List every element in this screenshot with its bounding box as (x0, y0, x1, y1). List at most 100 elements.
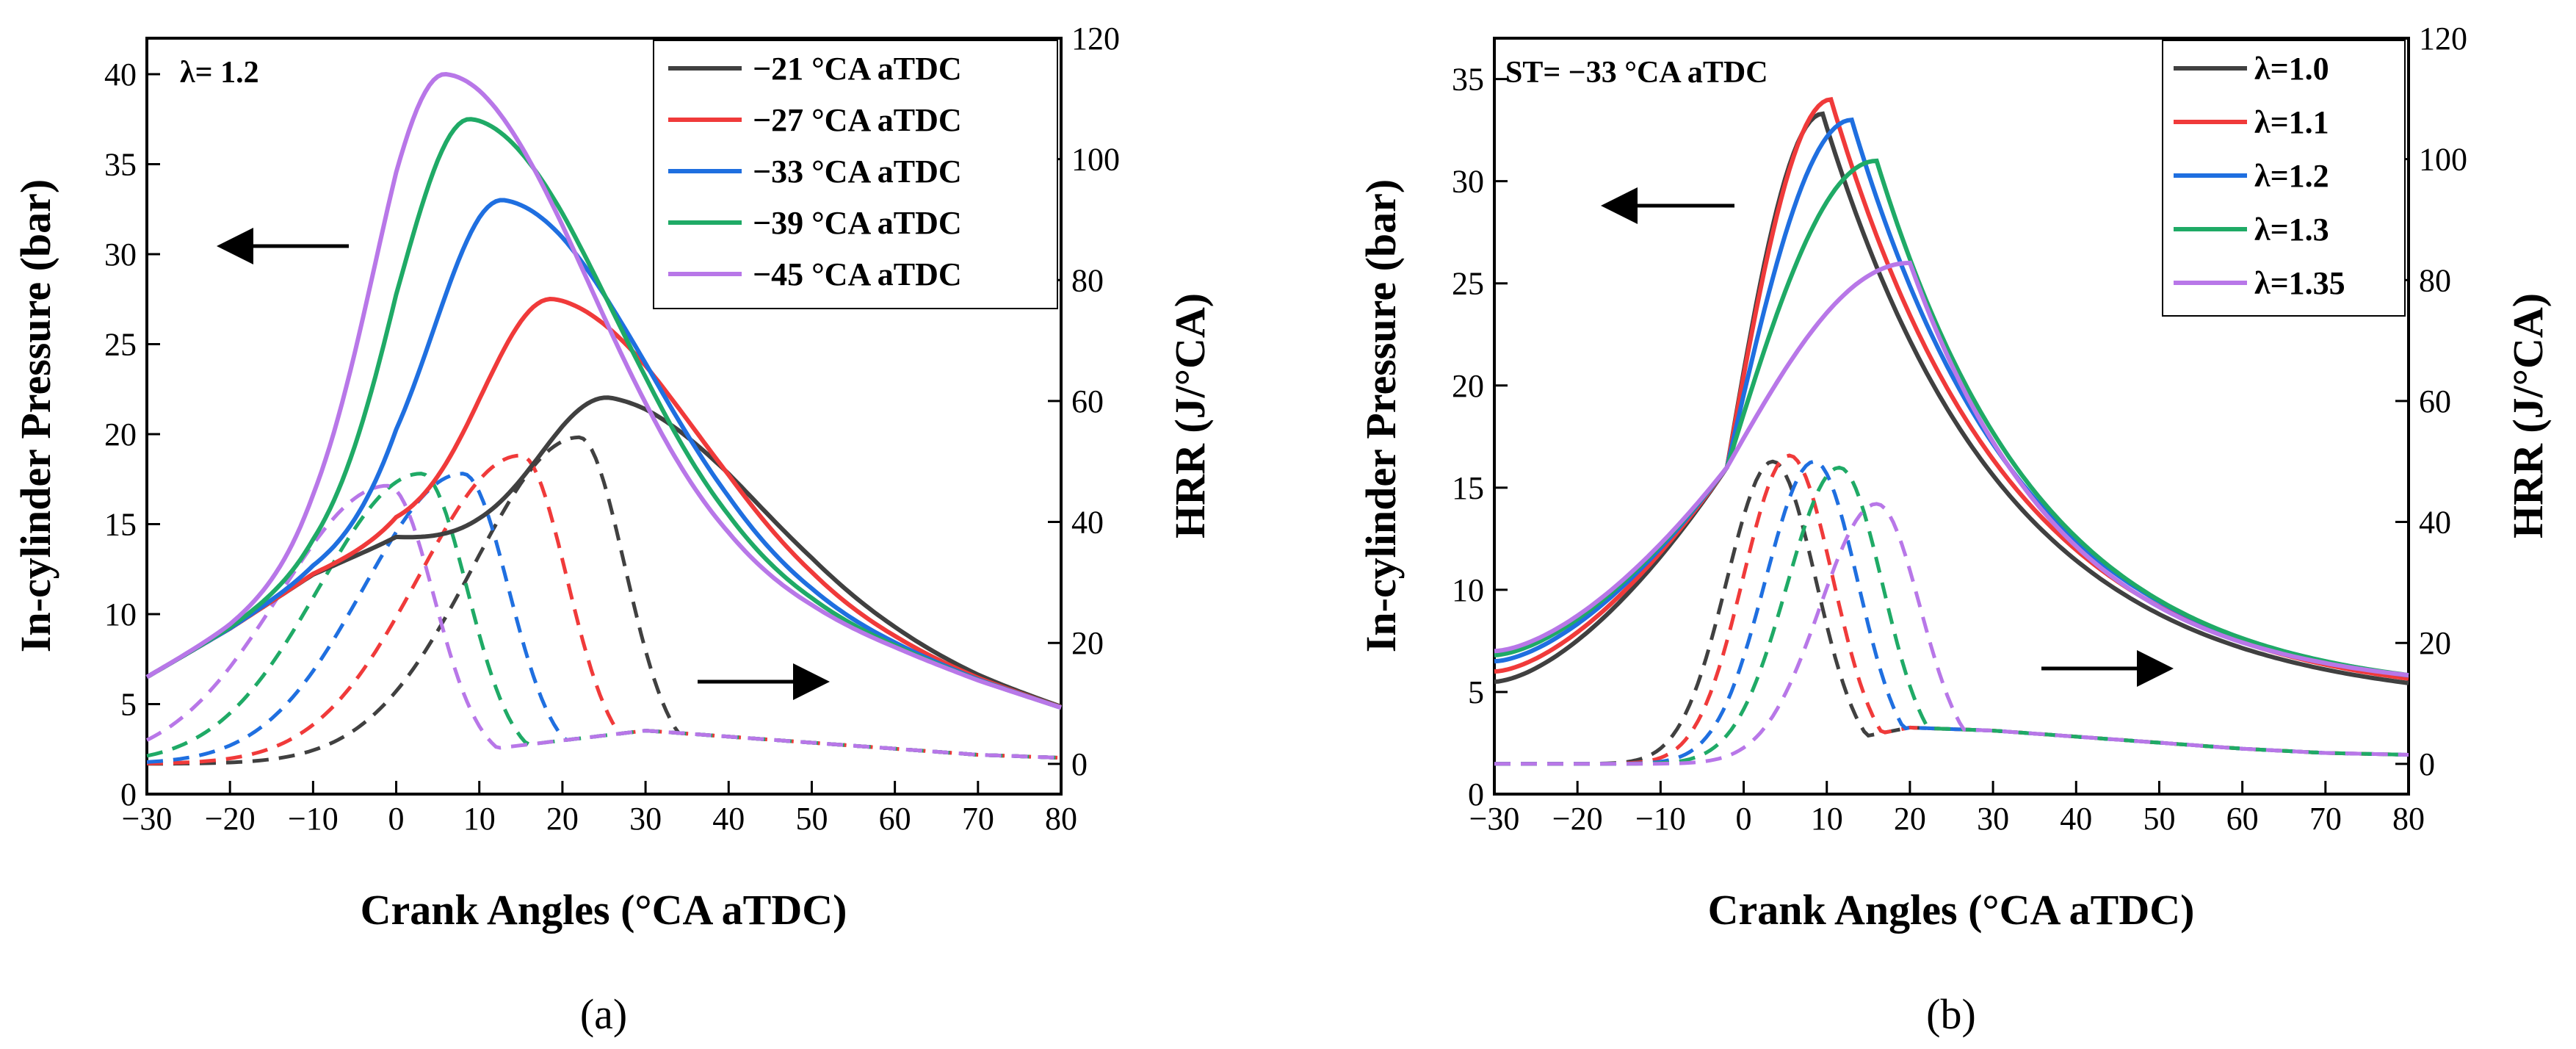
hrr-line (1494, 459, 2409, 766)
x-tick-label: 10 (463, 801, 496, 837)
hrr-line (1494, 453, 2409, 766)
panel-b-st-annotation: ST= −33 °CA aTDC (1505, 56, 1768, 90)
pressure-line (145, 296, 1062, 710)
y-right-tick-label: 20 (2419, 625, 2451, 661)
panel-a-legend: −21 °CA aTDC −27 °CA aTDC −33 °CA aTDC −39 … (653, 40, 1058, 309)
x-tick-label: 40 (2060, 801, 2092, 837)
x-tick-label: 50 (795, 801, 828, 837)
x-tick-label: 80 (2392, 801, 2425, 837)
panel-b-x-ticks: −30 −20 −10 0 10 20 30 40 50 60 70 80 (1469, 781, 2425, 837)
x-tick-label: 80 (1045, 801, 1077, 837)
legend-entry-label: λ=1.3 (2254, 212, 2329, 248)
panel-a-legend-box (653, 40, 1058, 309)
y-left-tick-label: 20 (1452, 368, 1484, 404)
hrr-line (147, 435, 1062, 766)
panel-a-pressure-series (145, 71, 1062, 710)
y-right-tick-label: 100 (2419, 142, 2467, 178)
hrr-line (1494, 502, 2409, 766)
legend-entry-label: λ=1.2 (2254, 158, 2329, 194)
hrr-line (1494, 465, 2409, 766)
panel-a-x-axis-title: Crank Angles (°CA aTDC) (361, 886, 847, 934)
y-left-tick-label: 25 (104, 327, 137, 363)
hrr-line (146, 453, 1062, 765)
hrr-line (145, 483, 1062, 760)
x-tick-label: 70 (2309, 801, 2342, 837)
x-tick-label: 30 (1977, 801, 2009, 837)
x-tick-label: 30 (629, 801, 662, 837)
y-left-tick-label: 35 (104, 147, 137, 183)
y-left-tick-label: 40 (104, 57, 137, 93)
x-tick-label: 20 (1894, 801, 1926, 837)
panel-a-y-left-ticks: 0 5 10 15 20 25 30 35 40 (104, 57, 160, 812)
y-left-tick-label: 15 (1452, 470, 1484, 506)
legend-entry-label: λ=1.0 (2254, 51, 2329, 87)
pressure-line (145, 71, 1062, 710)
y-left-tick-label: 35 (1452, 62, 1484, 98)
panel-a-frame (145, 37, 1063, 796)
panel-a-lambda-annotation: λ= 1.2 (180, 56, 259, 90)
y-left-tick-label: 10 (1452, 572, 1484, 608)
panel-a-label: (a) (580, 990, 627, 1038)
panel-b-legend: λ=1.0 λ=1.1 λ=1.2 λ=1.3 λ=1.35 (2162, 40, 2406, 317)
y-left-tick-label: 25 (1452, 266, 1484, 302)
y-left-tick-label: 20 (104, 417, 137, 453)
x-tick-label: 60 (879, 801, 911, 837)
panel-b-pressure-series (1494, 96, 2409, 685)
panel-a-hrr-series (145, 435, 1062, 766)
y-right-tick-label: 40 (1071, 505, 1104, 541)
x-tick-label: −20 (205, 801, 256, 837)
legend-entry-label: −39 °CA aTDC (753, 205, 962, 241)
panel-b: −30 −20 −10 0 10 20 30 40 50 60 70 80 0 5 10 15 20 25 30 3… (1357, 21, 2552, 1038)
y-right-tick-label: 100 (1071, 142, 1120, 178)
y-left-tick-label: 5 (1468, 674, 1484, 710)
y-right-tick-label: 0 (1071, 746, 1088, 782)
panel-a-y-right-title: HRR (J/°CA) (1166, 293, 1214, 538)
y-left-tick-label: 30 (104, 237, 137, 273)
y-left-tick-label: 10 (104, 596, 137, 632)
x-tick-label: 40 (712, 801, 745, 837)
x-tick-label: −30 (1469, 801, 1520, 837)
panel-b-frame (1493, 37, 2410, 796)
y-left-tick-label: 0 (120, 776, 137, 812)
panel-b-legend-box (2162, 40, 2406, 317)
y-right-tick-label: 80 (1071, 262, 1104, 298)
y-right-tick-label: 80 (2419, 262, 2451, 298)
panel-a-y-left-title: In-cylinder Pressure (bar) (12, 179, 59, 652)
pressure-line (1494, 111, 2409, 685)
legend-entry-label: λ=1.1 (2254, 104, 2329, 140)
x-tick-label: −10 (1635, 801, 1686, 837)
x-tick-label: 20 (546, 801, 579, 837)
x-tick-label: 0 (1736, 801, 1752, 837)
x-tick-label: −20 (1552, 801, 1603, 837)
x-tick-label: 50 (2143, 801, 2175, 837)
pressure-line (1494, 260, 2409, 678)
x-tick-label: −10 (288, 801, 339, 837)
y-right-tick-label: 60 (2419, 383, 2451, 419)
hrr-line (146, 472, 1062, 760)
y-left-tick-label: 0 (1468, 776, 1484, 812)
x-tick-label: −30 (122, 801, 173, 837)
panel-b-plot-area (1493, 37, 2410, 796)
legend-entry-label: −45 °CA aTDC (753, 256, 962, 292)
panel-b-label: (b) (1926, 990, 1976, 1038)
legend-entry-label: −21 °CA aTDC (753, 51, 962, 87)
y-right-tick-label: 0 (2419, 746, 2435, 782)
panel-a: −30 −20 −10 0 10 20 30 40 50 60 70 80 0 5 10 15 20 25 30 3… (12, 21, 1214, 1038)
y-left-tick-label: 5 (120, 687, 137, 723)
panel-b-x-axis-title: Crank Angles (°CA aTDC) (1708, 886, 2195, 934)
legend-entry-label: −27 °CA aTDC (753, 102, 962, 138)
y-left-tick-label: 30 (1452, 164, 1484, 200)
panel-a-y-right-ticks: 0 20 40 60 80 100 120 (1048, 21, 1120, 782)
y-right-tick-label: 60 (1071, 383, 1104, 419)
y-right-tick-label: 120 (1071, 21, 1120, 57)
y-right-tick-label: 20 (1071, 625, 1104, 661)
x-tick-label: 10 (1811, 801, 1843, 837)
panel-b-y-right-title: HRR (J/°CA) (2504, 293, 2552, 538)
panel-a-x-ticks: −30 −20 −10 0 10 20 30 40 50 60 70 80 (122, 781, 1077, 837)
panel-b-y-left-ticks: 0 5 10 15 20 25 30 35 (1452, 62, 1508, 812)
panel-a-plot-area (145, 37, 1063, 796)
x-tick-label: 60 (2226, 801, 2259, 837)
x-tick-label: 70 (962, 801, 994, 837)
y-right-tick-label: 40 (2419, 505, 2451, 541)
